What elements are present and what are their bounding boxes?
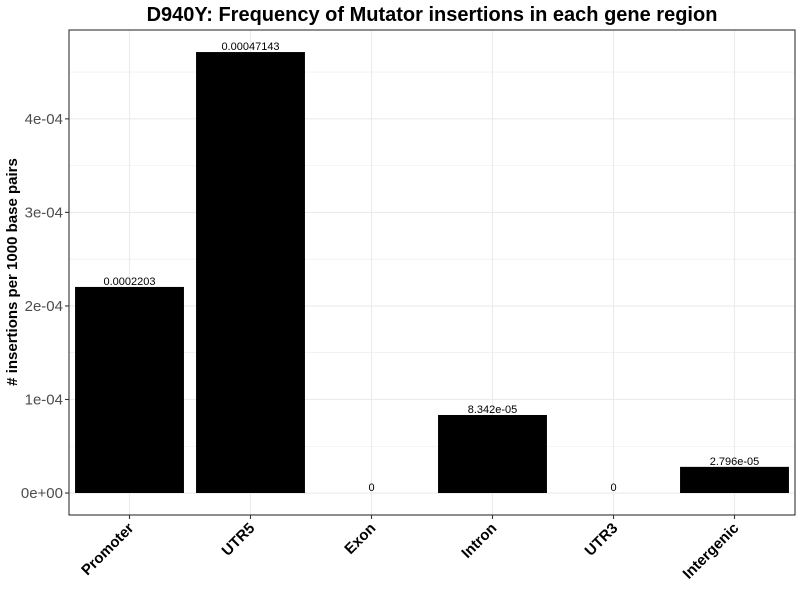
data-label-intergenic: 2.796e-05: [710, 456, 760, 468]
x-tick-label-intron: Intron: [458, 520, 500, 562]
data-label-promoter: 0.0002203: [104, 276, 156, 288]
bar-intergenic: [680, 466, 789, 494]
data-label-intron: 8.342e-05: [468, 404, 518, 416]
y-axis-label: # insertions per 1000 base pairs: [4, 158, 21, 386]
data-label-utr3: 0: [610, 482, 616, 494]
y-tick-label: 4e-04: [25, 111, 63, 128]
data-label-exon: 0: [368, 482, 374, 494]
plot-panel: 0.0002203 0.00047143 0 8.342e-05 0 2.796e-05 0…: [21, 29, 796, 583]
y-tick-label: 3e-04: [25, 204, 63, 221]
y-tick-label: 2e-04: [25, 298, 63, 315]
y-tick-label: 0e+00: [21, 485, 63, 502]
bar-utr5: [196, 52, 305, 494]
x-tick-label-utr5: UTR5: [219, 520, 259, 560]
x-tick-label-utr3: UTR3: [582, 520, 622, 560]
data-label-utr5: 0.00047143: [221, 41, 279, 53]
bar-promoter: [75, 286, 184, 494]
panel-border: [68, 29, 796, 516]
bar-intron: [438, 414, 547, 494]
x-tick-label-intergenic: Intergenic: [680, 520, 743, 583]
x-tick-label-promoter: Promoter: [78, 520, 137, 579]
chart-title: D940Y: Frequency of Mutator insertions i…: [147, 4, 718, 26]
y-tick-label: 1e-04: [25, 391, 63, 408]
plot-background: [69, 30, 795, 515]
x-tick-label-exon: Exon: [341, 520, 379, 558]
